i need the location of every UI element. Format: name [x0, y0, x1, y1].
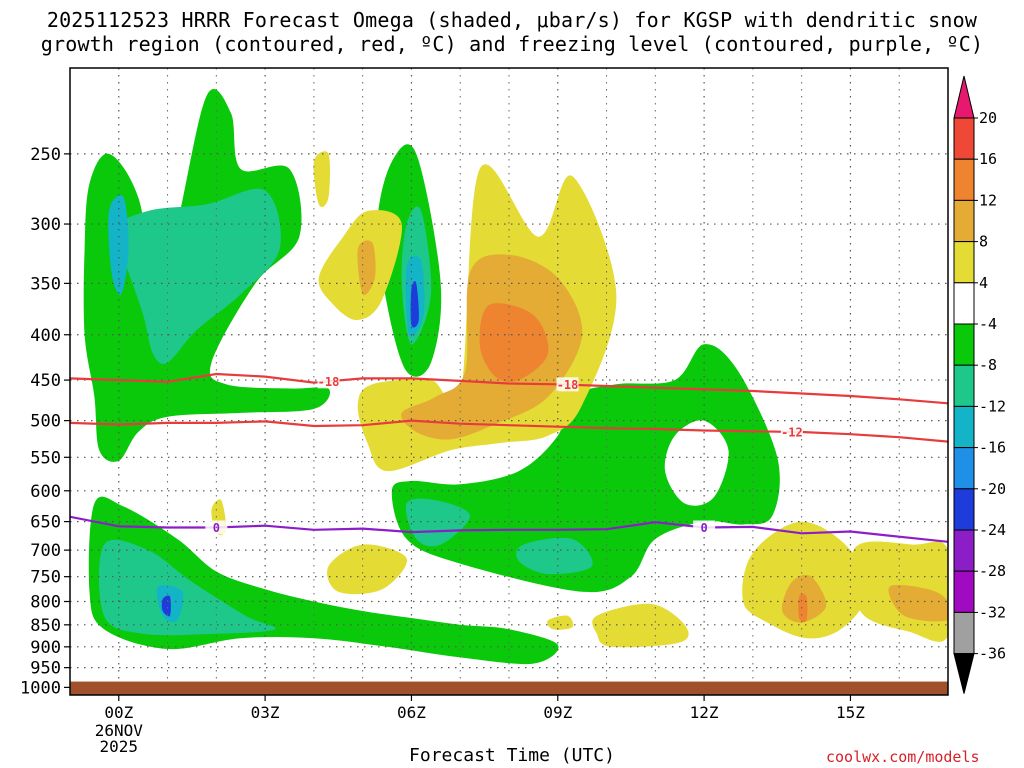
ground-shading — [70, 681, 948, 695]
plot-shading: -18 -18 -12 0 0 — [70, 68, 948, 695]
colorbar-swatch — [953, 570, 975, 613]
colorbar-swatch — [953, 447, 975, 490]
x-tick-label: 00Z — [104, 703, 133, 722]
omega-region-neg-13 — [516, 537, 593, 575]
omega-region-neg-6 — [410, 280, 419, 328]
contour-label-bg — [693, 520, 716, 535]
omega-region-pos-11 — [592, 603, 689, 648]
colorbar-label: -16 — [979, 439, 1006, 457]
y-tick-label: 250 — [30, 145, 61, 165]
colorbar-swatch — [953, 364, 975, 407]
y-tick-label: 550 — [30, 448, 61, 468]
credit-link[interactable]: coolwx.com/models — [826, 748, 980, 766]
contour-label-bg — [556, 377, 579, 392]
omega-region-pos-2 — [479, 303, 549, 382]
colorbar-swatch — [953, 282, 975, 325]
colorbar-label: 8 — [979, 233, 988, 251]
y-tick-label: 300 — [30, 215, 61, 235]
colorbar-label: -32 — [979, 603, 1006, 621]
title-line-1: 2025112523 HRRR Forecast Omega (shaded, … — [46, 8, 978, 32]
colorbar-swatch — [953, 158, 975, 201]
contour-label: 0 — [700, 521, 707, 535]
contour-label-bg — [205, 520, 228, 535]
y-tick-label: 400 — [30, 326, 61, 346]
omega-region-neg-10 — [161, 595, 171, 617]
omega-region-neg-2 — [108, 195, 129, 295]
colorbar-label: -28 — [979, 562, 1006, 580]
contour-label-bg — [317, 374, 340, 389]
y-tick-label: 850 — [30, 616, 61, 636]
omega-region-pos-13 — [313, 151, 331, 208]
omega-region-pos-7 — [798, 593, 808, 623]
colorbar-label: 4 — [979, 274, 988, 292]
contour-label: -18 — [557, 378, 579, 392]
omega-hole — [664, 420, 729, 506]
omega-region-pos-10 — [327, 544, 408, 595]
y-tick-label: 600 — [30, 482, 61, 502]
x-axis-label: Forecast Time (UTC) — [409, 745, 615, 766]
x-tick-label: 06Z — [397, 703, 426, 722]
y-tick-label: 350 — [30, 274, 61, 294]
contour-label: 0 — [213, 521, 220, 535]
x-tick-label: 03Z — [251, 703, 280, 722]
colorbar-label: -36 — [979, 645, 1006, 663]
contour-label-bg — [780, 424, 803, 439]
colorbar-top-arrow — [953, 75, 975, 119]
colorbar-swatch — [953, 529, 975, 572]
colorbar-label: -12 — [979, 397, 1006, 415]
colorbar-label: -8 — [979, 356, 997, 374]
date-label: 2025 — [100, 737, 139, 756]
colorbar-swatch — [953, 611, 975, 655]
colorbar-swatch — [953, 199, 975, 243]
omega-region-pos-4 — [357, 240, 376, 296]
omega-region-neg-8 — [98, 539, 276, 636]
colorbar-swatch — [953, 241, 975, 284]
colorbar-label: -20 — [979, 480, 1006, 498]
colorbar-label: -24 — [979, 521, 1006, 539]
x-tick-label: 12Z — [690, 703, 719, 722]
colorbar-label: 20 — [979, 109, 997, 127]
colorbar-swatch — [953, 488, 975, 531]
y-tick-label: 700 — [30, 541, 61, 561]
x-tick-label: 09Z — [543, 703, 572, 722]
contour-line-0 — [70, 372, 948, 405]
colorbar-label: 16 — [979, 150, 997, 168]
x-tick-label: 15Z — [836, 703, 865, 722]
colorbar-swatch — [953, 405, 975, 449]
y-tick-label: 750 — [30, 568, 61, 588]
y-tick-label: 950 — [30, 659, 61, 679]
colorbar-label: -4 — [979, 315, 997, 333]
y-tick-label: 500 — [30, 412, 61, 432]
chart-title: 2025112523 HRRR Forecast Omega (shaded, … — [0, 8, 1024, 56]
colorbar-swatch — [953, 323, 975, 366]
date-label: 26NOV — [95, 721, 144, 740]
omega-region-pos-9 — [888, 584, 948, 622]
y-tick-label: 800 — [30, 593, 61, 613]
y-tick-label: 650 — [30, 513, 61, 533]
y-tick-label: 1000 — [20, 678, 61, 698]
colorbar-bottom-arrow — [953, 653, 975, 694]
colorbar-swatch — [953, 117, 975, 160]
contour-label: -12 — [781, 425, 803, 439]
colorbar-label: 12 — [979, 191, 997, 209]
y-tick-label: 450 — [30, 371, 61, 391]
y-tick-label: 900 — [30, 638, 61, 658]
title-line-2: growth region (contoured, red, ºC) and f… — [40, 32, 984, 56]
plot-frame — [69, 67, 949, 696]
contour-label: -18 — [318, 375, 340, 389]
omega-region-neg-12 — [405, 498, 471, 547]
omega-region-neg-1 — [113, 188, 281, 364]
omega-region-pos-14 — [547, 615, 574, 630]
